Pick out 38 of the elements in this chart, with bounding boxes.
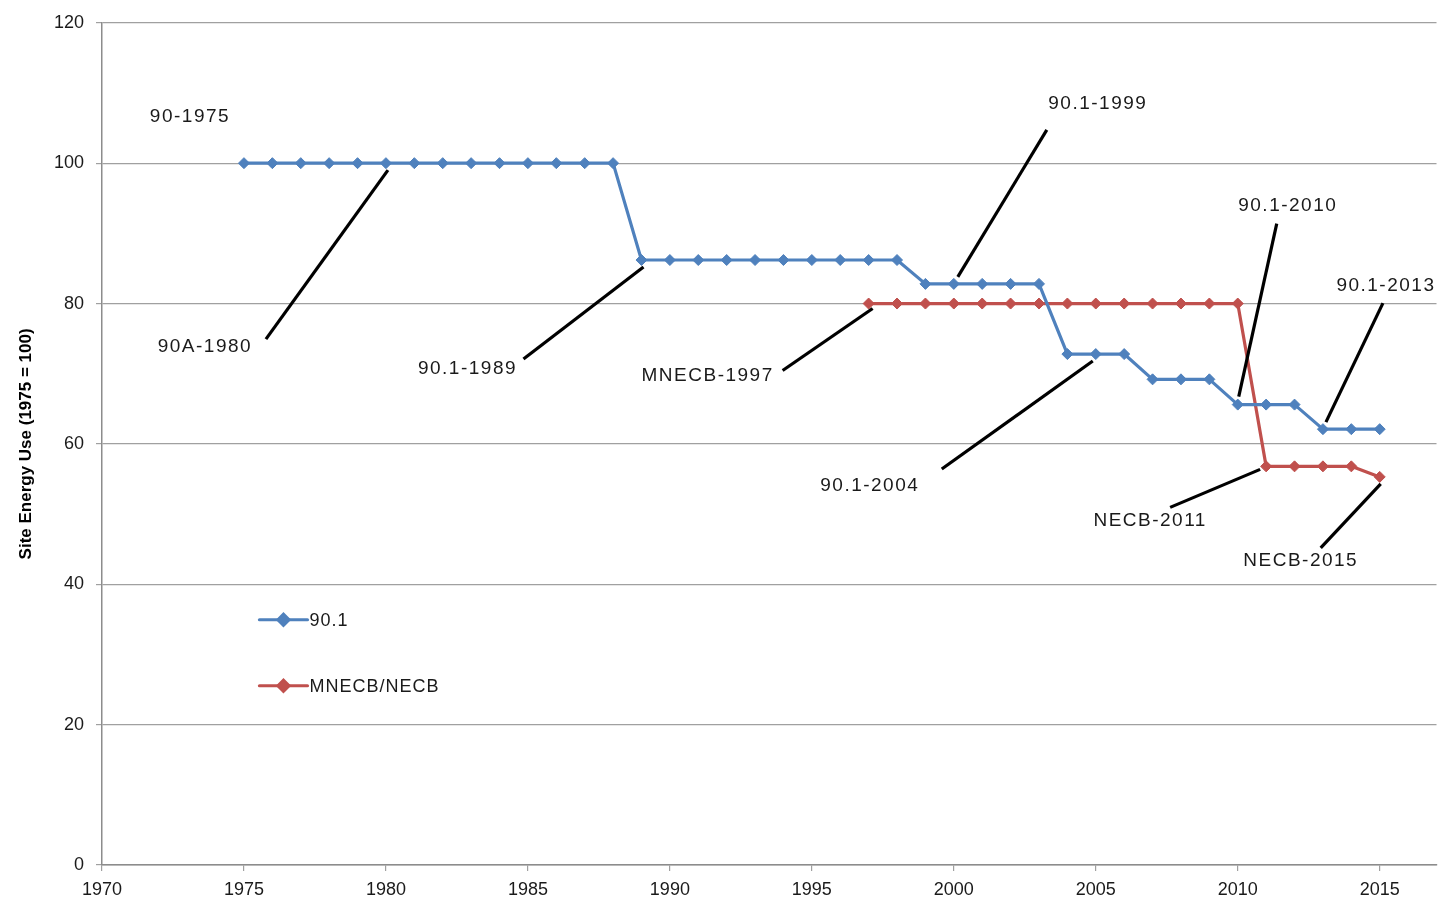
annotation: 90.1-2004: [820, 474, 920, 496]
annotation: 90.1-2010: [1238, 193, 1338, 215]
point: [1373, 470, 1386, 483]
y-tick-label: 0: [73, 853, 84, 874]
legend-label: 90.1: [309, 609, 349, 630]
legend-label: MNECB/NECB: [309, 675, 440, 696]
y-tick-label: 40: [63, 573, 84, 594]
point: [237, 157, 250, 170]
x-tick-label: 2005: [1075, 878, 1116, 899]
point: [607, 157, 620, 170]
x-tick-label: 1995: [791, 878, 832, 899]
x-tick-label: 1990: [649, 878, 690, 899]
y-axis-title: Site Energy Use (1975 = 100): [15, 328, 35, 560]
x-tick-label: 2015: [1359, 878, 1400, 899]
annotation: 90-1975: [149, 105, 231, 127]
annotation: NECB-2015: [1243, 549, 1359, 571]
point: [351, 157, 364, 170]
point: [891, 254, 904, 267]
point: [1316, 423, 1329, 436]
point: [493, 157, 506, 170]
y-tick-label: 20: [63, 713, 84, 734]
annotation: NECB-2011: [1093, 508, 1207, 530]
x-tick-label: 2000: [933, 878, 974, 899]
x-tick-label: 1970: [81, 878, 123, 899]
y-tick-label: 60: [63, 432, 84, 453]
y-tick-label: 80: [63, 292, 84, 313]
annotation: 90.1-1989: [417, 357, 518, 379]
x-tick-label: 1985: [507, 878, 548, 899]
point: [1118, 348, 1131, 361]
annotation: 90.1-1999: [1048, 92, 1148, 114]
annotation: 90A-1980: [157, 335, 253, 357]
y-tick-label: 100: [53, 152, 84, 173]
annotation: MNECB-1997: [641, 363, 774, 385]
x-tick-label: 2010: [1217, 878, 1258, 899]
x-tick-label: 1975: [223, 878, 264, 899]
y-tick-label: 120: [53, 11, 84, 32]
x-tick-label: 1980: [365, 878, 406, 899]
annotation: 90.1-2013: [1336, 274, 1436, 296]
